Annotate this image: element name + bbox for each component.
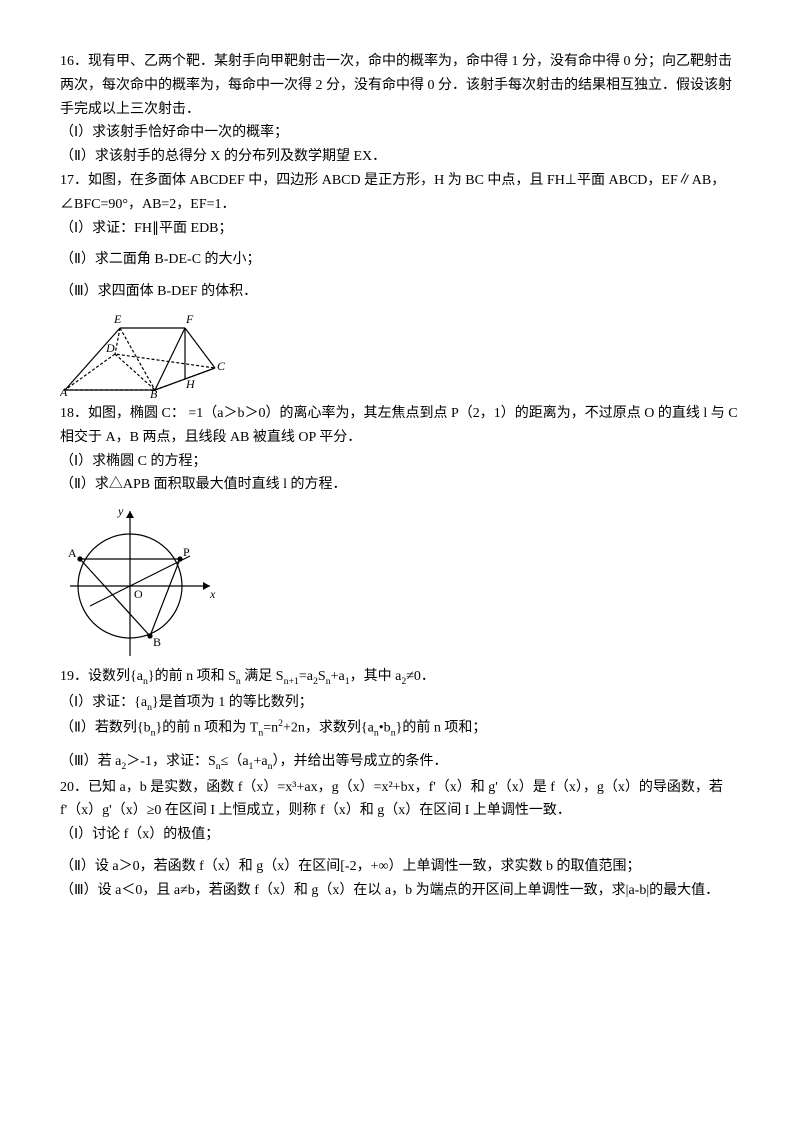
q19-intro: 19．设数列{an}的前 n 项和 Sn 满足 Sn+1=a2Sn+a1，其中 … bbox=[60, 665, 740, 690]
q20-part2: （Ⅱ）设 a＞0，若函数 f（x）和 g（x）在区间[-2，+∞）上单调性一致，… bbox=[60, 855, 740, 879]
fig18-label-A: A bbox=[68, 546, 77, 560]
fig17-label-H: H bbox=[185, 377, 196, 391]
q16-intro: 16．现有甲、乙两个靶．某射手向甲靶射击一次，命中的概率为，命中得 1 分，没有… bbox=[60, 50, 740, 121]
fig17-label-C: C bbox=[217, 359, 226, 373]
fig18-label-y: y bbox=[117, 504, 124, 518]
q18-intro: 18．如图，椭圆 C： =1（a＞b＞0）的离心率为，其左焦点到点 P（2，1）… bbox=[60, 402, 740, 450]
q20-part3: （Ⅲ）设 a＜0，且 a≠b，若函数 f（x）和 g（x）在以 a，b 为端点的… bbox=[60, 879, 740, 903]
q18-part2: （Ⅱ）求△APB 面积取最大值时直线 l 的方程． bbox=[60, 473, 740, 497]
q17-part2: （Ⅱ）求二面角 B-DE-C 的大小； bbox=[60, 248, 740, 272]
q18-figure: O A B P x y bbox=[60, 501, 740, 661]
fig17-label-A: A bbox=[60, 385, 68, 398]
q19-part3: （Ⅲ）若 a2＞-1，求证：Sn≤（a1+an），并给出等号成立的条件． bbox=[60, 750, 740, 775]
q20-intro: 20．已知 a，b 是实数，函数 f（x）=x³+ax，g（x）=x²+bx，f… bbox=[60, 776, 740, 824]
fig17-label-D: D bbox=[105, 341, 115, 355]
fig17-label-F: F bbox=[185, 312, 194, 326]
q16-part2: （Ⅱ）求该射手的总得分 X 的分布列及数学期望 EX． bbox=[60, 145, 740, 169]
q17-intro: 17．如图，在多面体 ABCDEF 中，四边形 ABCD 是正方形，H 为 BC… bbox=[60, 169, 740, 217]
q18-part1: （Ⅰ）求椭圆 C 的方程； bbox=[60, 450, 740, 474]
q17-part1: （Ⅰ）求证：FH∥平面 EDB； bbox=[60, 217, 740, 241]
fig18-label-x: x bbox=[209, 587, 216, 601]
q17-part3: （Ⅲ）求四面体 B-DEF 的体积． bbox=[60, 280, 740, 304]
fig18-label-O: O bbox=[134, 587, 143, 601]
q20-part1: （Ⅰ）讨论 f（x）的极值； bbox=[60, 823, 740, 847]
fig18-label-P: P bbox=[183, 545, 190, 559]
q19-part2: （Ⅱ）若数列{bn}的前 n 项和为 Tn=n2+2n，求数列{an•bn}的前… bbox=[60, 716, 740, 742]
fig17-label-E: E bbox=[113, 312, 122, 326]
q17-figure: A B C D E F H bbox=[60, 308, 740, 398]
fig18-label-B: B bbox=[153, 635, 161, 649]
fig17-label-B: B bbox=[150, 387, 158, 398]
q16-part1: （Ⅰ）求该射手恰好命中一次的概率； bbox=[60, 121, 740, 145]
q19-part1: （Ⅰ）求证：{an}是首项为 1 的等比数列； bbox=[60, 691, 740, 716]
